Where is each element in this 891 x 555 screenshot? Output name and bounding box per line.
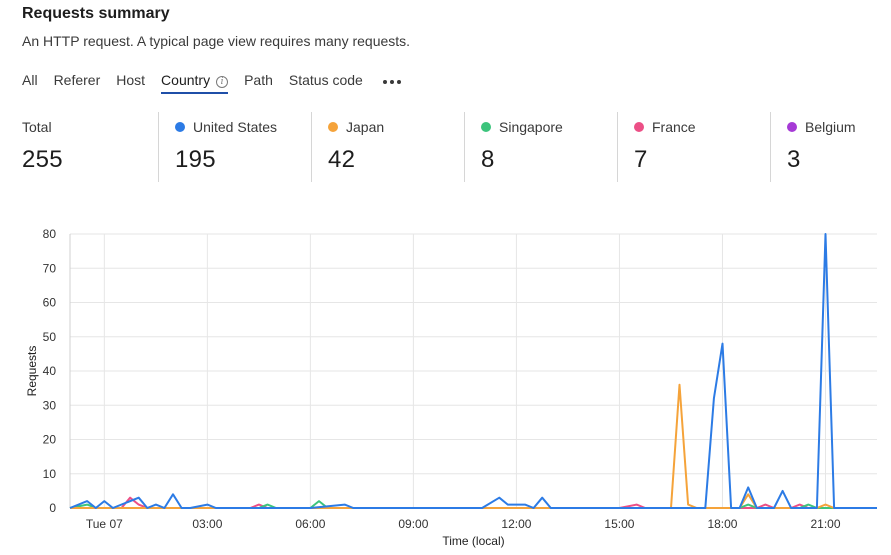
series-line-united-states [69, 233, 877, 509]
stat-singapore-value: 8 [481, 146, 495, 173]
x-tick-label: 15:00 [604, 517, 634, 531]
tab-all[interactable]: All [22, 72, 38, 92]
y-tick-label: 80 [43, 227, 57, 241]
x-axis-title: Time (local) [442, 534, 504, 548]
stat-united-states-value: 195 [175, 146, 216, 173]
tab-host-label: Host [116, 72, 146, 88]
x-tick-label: 06:00 [295, 517, 325, 531]
stat-united-states-label: United States [193, 119, 278, 135]
x-tick-label: 21:00 [810, 517, 840, 531]
y-tick-label: 30 [43, 398, 57, 412]
widget-title: Requests summary [22, 5, 170, 22]
legend-dot-icon [787, 122, 797, 132]
stat-divider [770, 112, 771, 182]
legend-dot-icon [328, 122, 338, 132]
x-tick-label: Tue 07 [86, 517, 123, 531]
stat-total: Total 255 [22, 112, 63, 182]
tab-country-label: Country [161, 72, 211, 88]
tab-status-code[interactable]: Status code [289, 72, 363, 92]
series-line-japan [70, 383, 877, 509]
stat-japan-label: Japan [346, 119, 385, 135]
stat-france-label: France [652, 119, 696, 135]
y-tick-label: 70 [43, 261, 57, 275]
tab-country[interactable]: Country i [161, 72, 229, 94]
y-tick-label: 20 [43, 433, 57, 447]
info-icon[interactable]: i [216, 76, 229, 88]
legend-dot-icon [175, 122, 185, 132]
stat-belgium-label: Belgium [805, 119, 856, 135]
requests-line-chart[interactable]: 0 10 20 30 40 50 60 70 80 Tue 07 03:00 06:00 09:00 12… [0, 222, 891, 555]
stat-divider [311, 112, 312, 182]
x-tick-label: 18:00 [707, 517, 737, 531]
x-tick-label: 12:00 [501, 517, 531, 531]
stat-divider [617, 112, 618, 182]
stat-total-value: 255 [22, 146, 63, 173]
x-tick-label: 09:00 [398, 517, 428, 531]
stat-france[interactable]: France 7 [634, 112, 696, 182]
x-tick-label: 03:00 [192, 517, 222, 531]
y-tick-label: 10 [43, 467, 57, 481]
legend-dot-icon [634, 122, 644, 132]
tab-referer[interactable]: Referer [54, 72, 101, 92]
stat-divider [158, 112, 159, 182]
stat-belgium-value: 3 [787, 146, 801, 173]
stat-france-value: 7 [634, 146, 648, 173]
more-horizontal-icon[interactable] [381, 76, 403, 88]
tab-all-label: All [22, 72, 38, 88]
tab-status-code-label: Status code [288, 72, 363, 88]
y-tick-label: 40 [43, 364, 57, 378]
tab-path[interactable]: Path [244, 72, 273, 92]
stat-total-label: Total [22, 119, 52, 135]
tab-referer-label: Referer [53, 72, 101, 88]
y-axis-title: Requests [25, 346, 39, 397]
y-tick-label: 0 [49, 501, 56, 515]
tab-host[interactable]: Host [116, 72, 145, 92]
stat-belgium[interactable]: Belgium 3 [787, 112, 856, 182]
stat-singapore[interactable]: Singapore 8 [481, 112, 563, 182]
y-tick-label: 60 [43, 296, 57, 310]
stat-divider [464, 112, 465, 182]
stat-singapore-label: Singapore [499, 119, 563, 135]
widget-subtitle: An HTTP request. A typical page view req… [22, 33, 411, 49]
stat-japan[interactable]: Japan 42 [328, 112, 384, 182]
stat-united-states[interactable]: United States 195 [175, 112, 277, 182]
y-tick-label: 50 [43, 330, 57, 344]
tab-path-label: Path [244, 72, 273, 88]
country-stats: Total 255 United States 195 Japan 42 Sin… [0, 112, 891, 182]
stat-japan-value: 42 [328, 146, 356, 173]
group-by-tabs: All Referer Host Country i Path Status co… [22, 72, 403, 94]
widget-header: Requests summary An HTTP request. A typi… [22, 5, 410, 49]
legend-dot-icon [481, 122, 491, 132]
